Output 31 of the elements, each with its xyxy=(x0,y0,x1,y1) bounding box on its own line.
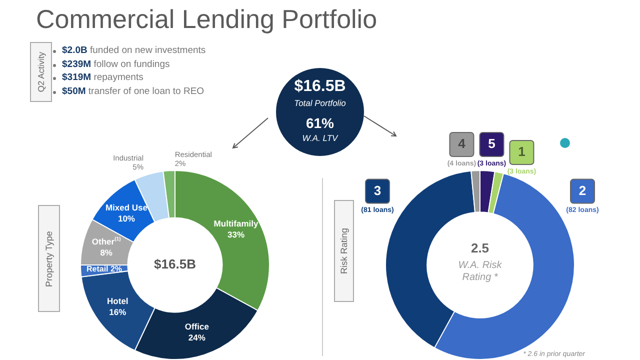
text: 2.5 xyxy=(470,240,490,256)
data-label: 16% xyxy=(109,307,127,318)
data-label: 8% xyxy=(100,248,113,258)
slice-label: Multifamily xyxy=(214,218,258,228)
slice-label: Mixed Use xyxy=(105,202,148,213)
text: 61% xyxy=(304,115,336,131)
text: $2.0B funded on new investments xyxy=(62,45,206,56)
slice-label: 5 xyxy=(488,136,496,152)
slice-label: Office xyxy=(184,322,210,332)
text: Total Portfolio xyxy=(293,98,347,108)
slice-label: 3 xyxy=(374,182,382,198)
slice-label: Retail xyxy=(86,264,108,274)
slice-label: 4 xyxy=(458,136,466,152)
text: W.A. LTV xyxy=(301,133,340,143)
text: $239M follow on fundings xyxy=(62,58,170,70)
text: Property Type xyxy=(44,230,54,286)
data-label: 24% xyxy=(188,332,206,343)
text: $50M transfer of one loan to REO xyxy=(62,86,204,96)
text: Commercial Lending Portfolio xyxy=(36,4,378,35)
text: $319M repayments xyxy=(62,72,144,83)
slice-label: 2 xyxy=(578,182,586,198)
text: W.A. Risk Rating * xyxy=(458,260,503,283)
data-label: 10% xyxy=(118,214,136,224)
data-label: 33% xyxy=(228,229,245,240)
text: Q2 Activity xyxy=(36,52,46,92)
slice-label: Hotel xyxy=(107,296,128,306)
slice-label: 1 xyxy=(518,144,526,160)
data-label: 2% xyxy=(110,264,122,274)
text: $16.5B xyxy=(293,78,347,96)
text: $16.5B xyxy=(154,256,196,272)
text: Risk Rating xyxy=(339,228,350,274)
